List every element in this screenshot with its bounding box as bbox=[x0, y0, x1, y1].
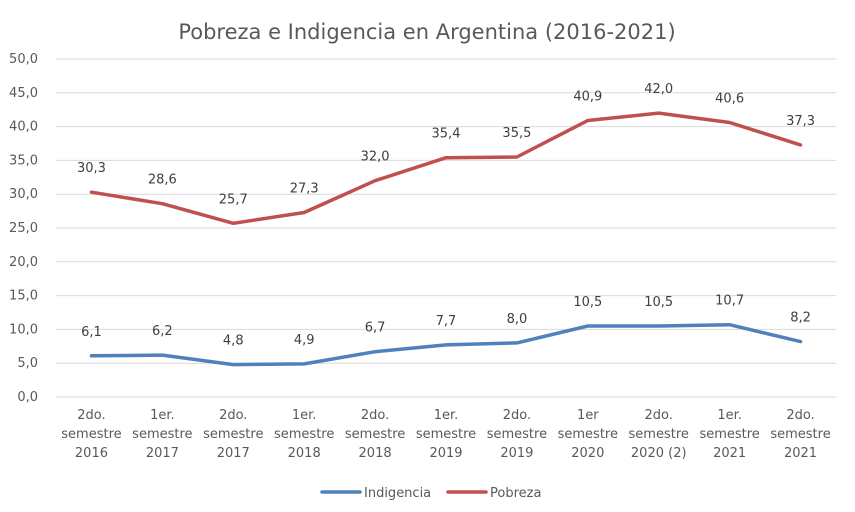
x-tick-label: 2do. semestre 2020 (2) bbox=[629, 408, 689, 461]
y-tick-label: 25,0 bbox=[9, 221, 38, 236]
x-tick-label: 1er. semestre 2017 bbox=[132, 408, 192, 461]
data-label: 8,2 bbox=[790, 311, 811, 326]
y-axis-ticks: 0,0 5,0 10,0 15,0 20,0 25,0 30,0 35,0 40,0 45,0 50… bbox=[9, 52, 38, 405]
data-label: 40,6 bbox=[715, 92, 744, 107]
y-tick-label: 40,0 bbox=[9, 120, 38, 135]
y-tick-label: 20,0 bbox=[9, 255, 38, 270]
data-label: 10,5 bbox=[644, 295, 673, 310]
x-tick-label: 2do. semestre 2017 bbox=[203, 408, 263, 461]
x-tick-label: 1er semestre 2020 bbox=[558, 408, 618, 461]
y-tick-label: 35,0 bbox=[9, 153, 38, 168]
chart-title: Pobreza e Indigencia en Argentina (2016-… bbox=[178, 20, 675, 44]
y-tick-label: 0,0 bbox=[17, 390, 38, 405]
y-tick-label: 5,0 bbox=[17, 356, 38, 371]
data-labels: 6,1 6,2 4,8 4,9 6,7 7,7 8,0 10,5 10,5 10,7 8,2 30,3… bbox=[77, 82, 815, 348]
data-label: 4,8 bbox=[223, 334, 244, 349]
data-label: 35,5 bbox=[502, 126, 531, 141]
y-tick-label: 15,0 bbox=[9, 289, 38, 304]
y-tick-label: 45,0 bbox=[9, 86, 38, 101]
y-tick-label: 10,0 bbox=[9, 322, 38, 337]
data-label: 32,0 bbox=[361, 150, 390, 165]
data-label: 37,3 bbox=[786, 114, 815, 129]
data-label: 6,2 bbox=[152, 324, 173, 339]
data-label: 35,4 bbox=[432, 127, 461, 142]
data-label: 30,3 bbox=[77, 161, 106, 176]
data-label: 4,9 bbox=[294, 333, 315, 348]
series-line-pobreza bbox=[89, 111, 803, 226]
x-tick-label: 2do. semestre 2019 bbox=[487, 408, 547, 461]
data-label: 42,0 bbox=[644, 82, 673, 97]
legend: Indigencia Pobreza bbox=[320, 486, 541, 501]
data-label: 8,0 bbox=[507, 312, 528, 327]
legend-label-pobreza: Pobreza bbox=[490, 486, 541, 501]
legend-label-indigencia: Indigencia bbox=[364, 486, 431, 501]
data-label: 28,6 bbox=[148, 173, 177, 188]
data-label: 10,5 bbox=[573, 295, 602, 310]
series-line-indigencia bbox=[89, 322, 803, 367]
data-label: 10,7 bbox=[715, 294, 744, 309]
gridlines bbox=[56, 58, 836, 398]
data-label: 25,7 bbox=[219, 192, 248, 207]
x-tick-label: 1er. semestre 2018 bbox=[274, 408, 334, 461]
series-lines bbox=[89, 111, 803, 367]
data-label: 6,7 bbox=[365, 321, 386, 336]
x-tick-label: 2do. semestre 2016 bbox=[61, 408, 121, 461]
y-tick-label: 50,0 bbox=[9, 52, 38, 67]
y-tick-label: 30,0 bbox=[9, 187, 38, 202]
data-label: 7,7 bbox=[436, 314, 457, 329]
x-tick-label: 1er. semestre 2019 bbox=[416, 408, 476, 461]
x-tick-label: 2do. semestre 2018 bbox=[345, 408, 405, 461]
data-label: 6,1 bbox=[81, 325, 102, 340]
data-label: 27,3 bbox=[290, 181, 319, 196]
x-tick-label: 2do. semestre 2021 bbox=[770, 408, 830, 461]
data-label: 40,9 bbox=[573, 90, 602, 105]
x-tick-label: 1er. semestre 2021 bbox=[699, 408, 759, 461]
